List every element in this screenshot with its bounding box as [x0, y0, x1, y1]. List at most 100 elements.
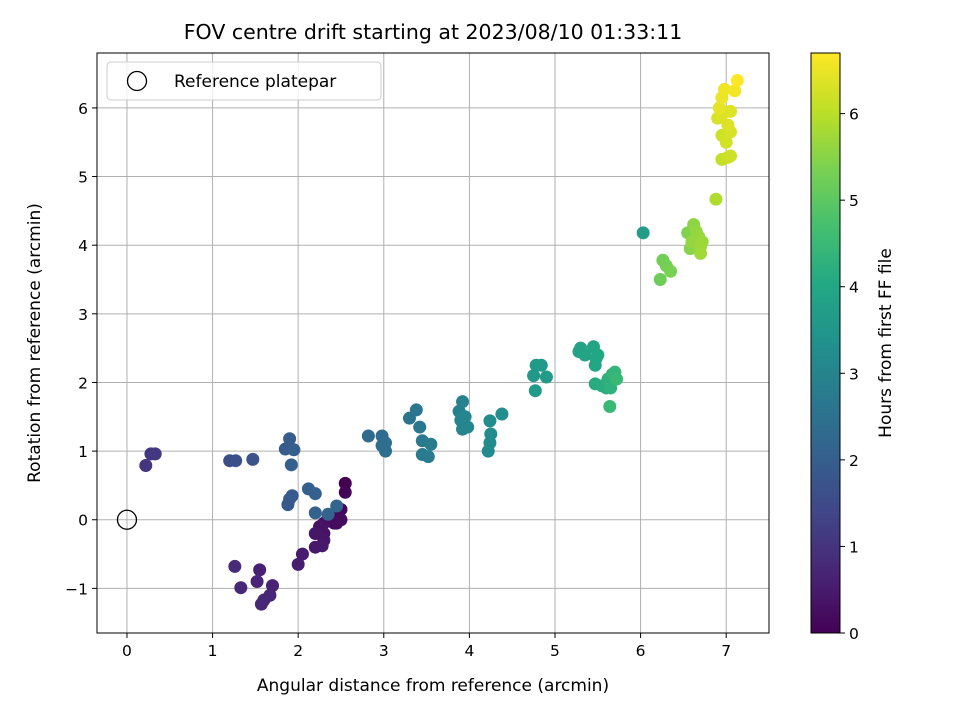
data-point: [283, 432, 297, 446]
x-tick-label: 6: [636, 642, 646, 660]
data-point: [723, 149, 737, 163]
y-tick-label: 2: [78, 374, 88, 392]
x-tick-label: 4: [464, 642, 474, 660]
data-point: [421, 450, 435, 464]
y-axis-label: Rotation from reference (arcmin): [25, 203, 45, 483]
data-point: [234, 581, 248, 595]
colorbar-tick-label: 6: [849, 106, 859, 124]
data-point: [721, 118, 735, 132]
colorbar-tick-label: 3: [849, 365, 859, 383]
y-axis-ticks: −1 0 1 2 3 4 5 6: [65, 100, 97, 598]
data-point: [723, 104, 737, 118]
data-points: [116, 73, 744, 611]
data-point: [528, 384, 542, 398]
data-point: [246, 452, 260, 466]
x-tick-label: 7: [721, 642, 731, 660]
data-point: [456, 395, 470, 409]
data-point: [730, 73, 744, 87]
data-point: [308, 487, 322, 501]
legend: Reference platepar: [106, 61, 382, 101]
data-point: [315, 539, 329, 553]
data-point: [338, 476, 352, 490]
x-tick-label: 1: [208, 642, 218, 660]
data-point: [709, 192, 723, 206]
data-point: [588, 358, 602, 372]
x-tick-label: 3: [379, 642, 389, 660]
y-tick-label: 5: [78, 169, 88, 187]
data-point: [695, 235, 709, 249]
y-tick-label: 0: [78, 512, 88, 530]
data-point: [139, 459, 153, 473]
colorbar-ticks: 0 1 2 3 4 5 6: [840, 106, 859, 643]
data-point: [719, 135, 733, 149]
plot-area: 0 1 2 3 4 5 6 7 −1 0 1 2 3 4 5 6: [65, 52, 770, 660]
colorbar-tick-label: 1: [849, 538, 859, 556]
data-point: [308, 506, 322, 520]
data-point: [361, 429, 375, 443]
data-point: [539, 370, 553, 384]
x-axis-ticks: 0 1 2 3 4 5 6 7: [122, 633, 731, 660]
y-tick-label: 3: [78, 306, 88, 324]
chart-title: FOV centre drift starting at 2023/08/10 …: [184, 20, 683, 44]
data-point: [527, 369, 541, 383]
data-point: [483, 414, 497, 428]
y-tick-label: −1: [65, 580, 88, 598]
data-point: [228, 559, 242, 573]
data-point: [295, 547, 309, 561]
legend-box: [106, 61, 382, 101]
data-point: [728, 84, 742, 98]
data-point: [461, 420, 475, 434]
data-point: [330, 516, 344, 530]
legend-marker-reference: [126, 70, 148, 92]
y-tick-label: 1: [78, 443, 88, 461]
data-point: [409, 403, 423, 417]
data-point: [484, 427, 498, 441]
x-axis-label: Angular distance from reference (arcmin): [257, 676, 609, 696]
x-tick-label: 2: [293, 642, 303, 660]
y-tick-label: 4: [78, 237, 88, 255]
colorbar-tick-label: 5: [849, 192, 859, 210]
data-point: [291, 557, 305, 571]
x-tick-label: 5: [550, 642, 560, 660]
data-point: [253, 563, 267, 577]
data-point: [285, 489, 299, 503]
data-point: [330, 499, 344, 513]
data-point: [458, 410, 472, 424]
data-point: [254, 597, 268, 611]
data-point: [534, 358, 548, 372]
data-point: [653, 273, 667, 287]
data-point: [284, 458, 298, 472]
data-point: [250, 575, 264, 589]
colorbar: 0 1 2 3 4 5 6 Hours from first FF file: [810, 52, 896, 643]
data-point: [321, 507, 335, 521]
x-tick-label: 0: [122, 642, 132, 660]
colorbar-gradient: [810, 52, 841, 634]
colorbar-tick-label: 0: [849, 625, 859, 643]
plot-frame: [96, 52, 770, 634]
grid: [97, 53, 769, 633]
data-point: [578, 348, 592, 362]
data-point: [148, 447, 162, 461]
data-point: [712, 101, 726, 115]
data-point: [610, 372, 624, 386]
data-point: [338, 485, 352, 499]
colorbar-tick-label: 2: [849, 452, 859, 470]
data-point: [717, 82, 731, 96]
data-point: [603, 399, 617, 413]
reference-platepar-marker: [116, 509, 138, 530]
data-point: [229, 454, 243, 468]
data-point: [424, 437, 438, 451]
legend-entry-reference: Reference platepar: [174, 72, 336, 92]
colorbar-tick-label: 4: [849, 279, 859, 297]
data-point: [664, 264, 678, 278]
data-point: [591, 348, 605, 362]
data-point: [694, 246, 708, 260]
colorbar-label: Hours from first FF file: [876, 248, 896, 438]
data-point: [413, 420, 427, 434]
y-tick-label: 6: [78, 100, 88, 118]
data-point: [495, 407, 509, 421]
data-point: [636, 226, 650, 240]
data-point: [287, 443, 301, 457]
data-point: [378, 436, 392, 450]
